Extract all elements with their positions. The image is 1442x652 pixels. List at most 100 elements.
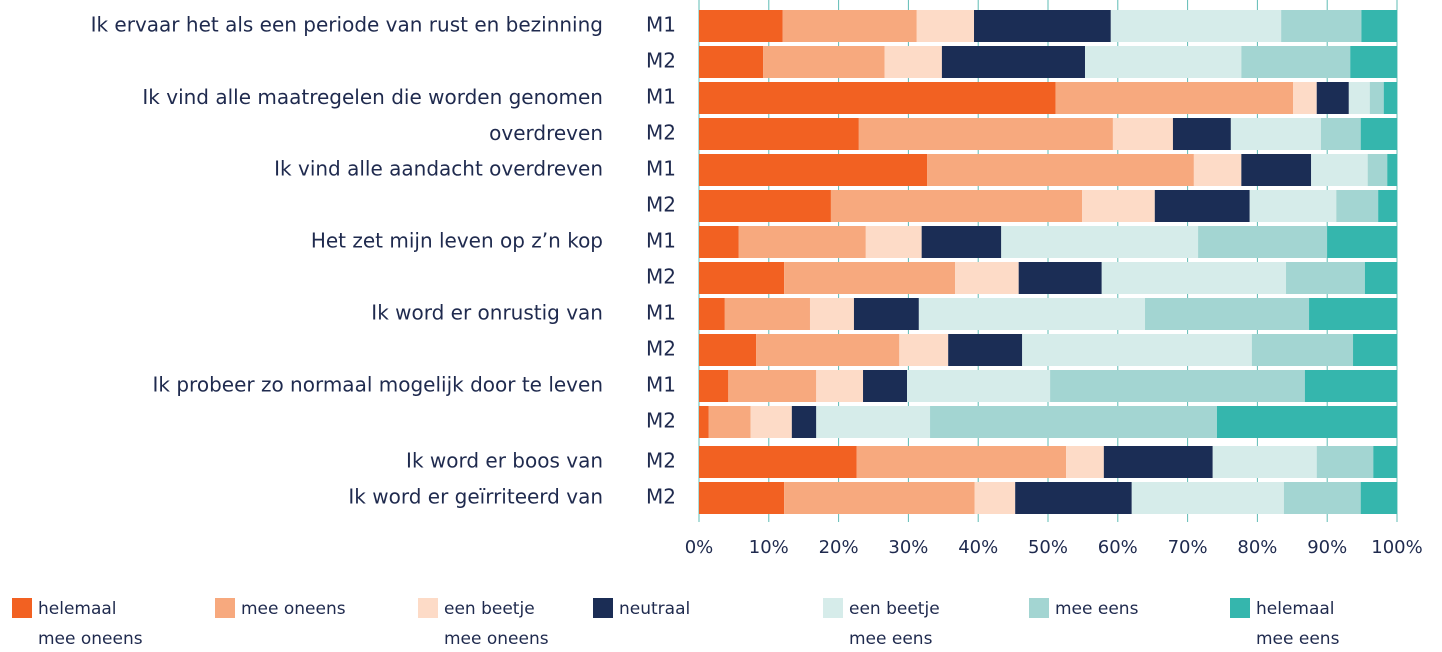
x-tick-label: 40% [958, 537, 998, 558]
bar-segment [899, 334, 949, 366]
bar-segment [756, 334, 900, 366]
bar-segment [856, 446, 1067, 478]
bar-segment [1327, 226, 1397, 258]
bar-segment [784, 262, 956, 294]
bar-segment [1367, 154, 1388, 186]
bar-segment [1383, 82, 1397, 114]
x-tick-label: 90% [1307, 537, 1347, 558]
bar-segment [699, 118, 859, 150]
bar-segment [930, 406, 1217, 438]
category-label: M2 [646, 121, 676, 145]
category-label: M2 [646, 193, 676, 217]
bar-segment [916, 10, 975, 42]
bar-segment [1212, 446, 1317, 478]
category-label: M2 [646, 449, 676, 473]
bar-segment [858, 118, 1113, 150]
legend-label: mee oneens [241, 599, 346, 619]
bar-segment [907, 370, 1051, 402]
bar-segment [1198, 226, 1328, 258]
bar-segment [1369, 82, 1384, 114]
bar-segment [1112, 118, 1173, 150]
bar-segment [974, 10, 1111, 42]
bar-segment [699, 482, 785, 514]
bar-segment [1084, 46, 1242, 78]
bar-segment [1364, 262, 1397, 294]
bar-segment [853, 298, 919, 330]
bar-segment [1360, 118, 1397, 150]
bar-segment [1353, 334, 1397, 366]
x-tick-label: 0% [685, 537, 714, 558]
x-tick-label: 10% [749, 537, 789, 558]
bar-segment [1249, 190, 1337, 222]
bar-segment [699, 190, 831, 222]
x-tick-label: 30% [888, 537, 928, 558]
bar-segment [1131, 482, 1284, 514]
bar-segment [791, 406, 817, 438]
bar-segment [1015, 482, 1132, 514]
bar-segment [1172, 118, 1231, 150]
legend-swatch [1230, 598, 1250, 618]
bar-segment [1110, 10, 1282, 42]
question-label: Ik vind alle maatregelen die worden geno… [142, 85, 603, 145]
bar-segment [1373, 446, 1397, 478]
legend-label: een beetje mee eens [849, 599, 940, 649]
bar-segment [809, 298, 854, 330]
bar-segment [1022, 334, 1252, 366]
bar-segment [782, 10, 917, 42]
legend-label: neutraal [619, 599, 690, 619]
bar-segment [1336, 190, 1379, 222]
bar-segment [1154, 190, 1250, 222]
bar-segment [1066, 446, 1104, 478]
legend-swatch [418, 598, 438, 618]
bar-segment [699, 298, 725, 330]
category-label: M1 [646, 229, 676, 253]
bar-segment [1378, 190, 1397, 222]
question-label: Ik word er boos van [406, 449, 603, 473]
bar-segment [699, 82, 1056, 114]
bar-segment [1103, 446, 1213, 478]
bar-segment [699, 262, 785, 294]
bar-segment [1387, 154, 1397, 186]
bar-segment [699, 10, 783, 42]
bar-segment [830, 190, 1083, 222]
bar-segment [1292, 82, 1317, 114]
bar-segment [1316, 82, 1349, 114]
bar-segment [1001, 226, 1199, 258]
bar-segment [1251, 334, 1354, 366]
legend-label: een beetje mee oneens [444, 599, 549, 649]
question-label: Ik vind alle aandacht overdreven [274, 157, 603, 181]
bar-segment [1311, 154, 1368, 186]
legend-label: helemaal mee eens [1256, 599, 1340, 649]
question-label: Ik probeer zo normaal mogelijk door te l… [153, 373, 603, 397]
bar-segment [1241, 46, 1351, 78]
bar-segment [1361, 10, 1397, 42]
bar-segment [763, 46, 885, 78]
bar-segment [941, 46, 1085, 78]
bar-segment [699, 154, 928, 186]
x-tick-label: 100% [1371, 537, 1422, 558]
bar-segment [948, 334, 1023, 366]
legend-swatch [593, 598, 613, 618]
bar-segment [1320, 118, 1361, 150]
bar-segment [974, 482, 1016, 514]
bar-segment [1309, 298, 1397, 330]
bar-segment [921, 226, 1002, 258]
bar-segment [1193, 154, 1242, 186]
bar-segment [1018, 262, 1102, 294]
bar-segment [816, 406, 931, 438]
category-label: M2 [646, 485, 676, 509]
bar-segment [1050, 370, 1305, 402]
bar-segment [918, 298, 1146, 330]
legend-swatch [1029, 598, 1049, 618]
bar-segment [699, 406, 709, 438]
bar-segment [1241, 154, 1312, 186]
bar-segment [784, 482, 975, 514]
category-label: M1 [646, 301, 676, 325]
x-tick-label: 20% [819, 537, 859, 558]
bar-segment [728, 370, 817, 402]
category-label: M1 [646, 373, 676, 397]
bar-segment [1145, 298, 1310, 330]
bar-segment [699, 46, 764, 78]
bar-segment [1304, 370, 1397, 402]
legend-label: mee eens [1055, 599, 1139, 619]
